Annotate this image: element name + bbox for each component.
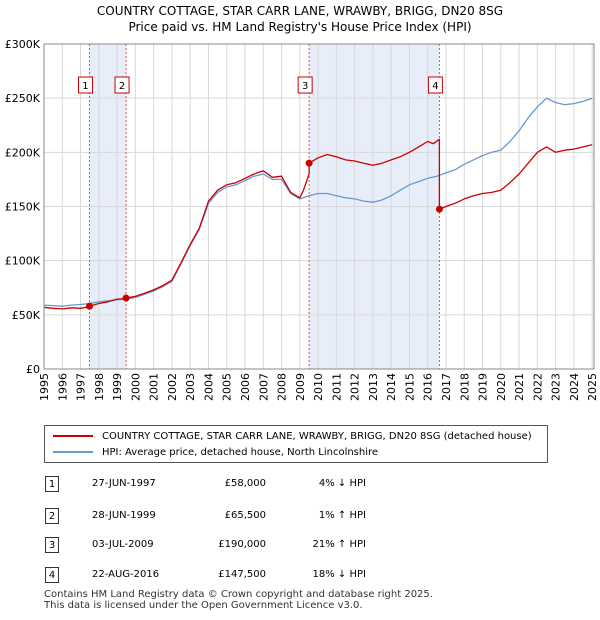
legend-swatch-red [53,435,93,437]
x-tick-label: 2011 [330,373,343,401]
legend-label-hpi: HPI: Average price, detached house, Nort… [102,447,379,458]
x-tick-label: 2016 [422,373,435,401]
sale-point-4 [435,205,443,213]
x-tick-label: 1996 [56,373,69,401]
x-tick-label: 2002 [166,373,179,401]
x-tick-label: 2004 [202,373,215,401]
x-tick-label: 2024 [568,373,581,401]
x-tick-label: 2017 [440,373,453,401]
y-tick-label: £250K [5,92,41,105]
legend-item-property: COUNTRY COTTAGE, STAR CARR LANE, WRAWBY,… [53,429,532,445]
x-tick-label: 1997 [75,373,88,401]
table-row: 3 03-JUL-2009 £190,000 21% ↑ HPI [44,537,564,561]
sale-date: 28-JUN-1999 [92,510,156,521]
x-tick-label: 1999 [111,373,124,401]
y-tick-label: £50K [12,309,41,322]
x-tick-label: 2007 [257,373,270,401]
x-tick-label: 2023 [550,373,563,401]
plot-frame [43,43,595,370]
sale-marker-box-1 [77,76,93,94]
x-tick-label: 2015 [403,373,416,401]
price-chart: 1 2 3 4 £0 £50K £100K £150K £200K £250K £300K 1995… [5,38,599,401]
x-tick-label: 1995 [38,373,51,401]
sale-delta: 1% ↑ HPI [318,510,366,521]
x-tick-label: 2008 [276,373,289,401]
x-tick-label: 2003 [184,373,197,401]
x-tick-label: 2019 [477,373,490,401]
x-tick-label: 2006 [239,373,252,401]
x-tick-label: 2018 [458,373,471,401]
legend: COUNTRY COTTAGE, STAR CARR LANE, WRAWBY,… [44,425,548,463]
y-tick-label: £100K [5,255,41,268]
legend-label-property: COUNTRY COTTAGE, STAR CARR LANE, WRAWBY,… [102,431,532,442]
sale-price: £190,000 [218,539,266,550]
sale-date: 22-AUG-2016 [92,569,160,580]
sale-marker-label-3: 3 [302,81,308,92]
x-tick-label: 2025 [586,373,599,401]
x-tick-label: 2000 [129,373,142,401]
sale-date: 03-JUL-2009 [92,539,154,550]
sale-point-2 [122,294,130,302]
x-tick-label: 1998 [93,373,106,401]
x-tick-label: 2010 [312,373,325,401]
sale-point-3 [305,159,313,167]
x-tick-label: 2005 [221,373,234,401]
sale-price: £58,000 [224,478,266,489]
x-tick-label: 2001 [148,373,161,401]
sale-price: £65,500 [224,510,266,521]
chart-title: COUNTRY COTTAGE, STAR CARR LANE, WRAWBY,… [96,4,504,18]
sale-marker-label-1: 1 [82,81,88,92]
sale-delta: 21% ↑ HPI [312,539,366,550]
x-tick-label: 2013 [367,373,380,401]
sale-price: £147,500 [218,569,266,580]
x-tick-label: 2022 [531,373,544,401]
sale-marker-label-2: 2 [119,81,125,92]
legend-swatch-blue [53,451,93,453]
sale-marker-box-4 [427,76,443,94]
sale-delta: 4% ↓ HPI [318,478,366,489]
footer-licence: This data is licensed under the Open Gov… [44,600,363,611]
sale-date: 27-JUN-1997 [92,478,156,489]
series-line-hpi [43,97,593,307]
sale-number: 4 [45,567,59,583]
sale-number: 1 [45,476,59,492]
x-tick-label: 2021 [513,373,526,401]
table-row: 1 27-JUN-1997 £58,000 4% ↓ HPI [44,476,564,500]
sale-delta: 18% ↓ HPI [312,569,366,580]
x-tick-label: 2009 [294,373,307,401]
x-tick-label: 2012 [349,373,362,401]
sale-marker-box-3 [297,76,313,94]
legend-item-hpi: HPI: Average price, detached house, Nort… [53,445,378,461]
sale-marker-label-4: 4 [432,81,438,92]
sale-marker-box-2 [114,76,130,94]
chart-subtitle: Price paid vs. HM Land Registry's House … [128,20,472,34]
y-tick-label: £300K [5,38,41,51]
x-tick-label: 2014 [385,373,398,401]
table-row: 2 28-JUN-1999 £65,500 1% ↑ HPI [44,508,564,532]
sale-number: 3 [45,537,59,553]
x-tick-label: 2020 [495,373,508,401]
y-tick-label: £200K [5,146,41,159]
sale-number: 2 [45,508,59,524]
footer-copyright: Contains HM Land Registry data © Crown c… [44,589,433,600]
table-row: 4 22-AUG-2016 £147,500 18% ↓ HPI [44,567,564,591]
y-tick-label: £150K [5,201,41,214]
y-tick-label: £0 [26,363,40,376]
sale-point-1 [85,302,93,310]
